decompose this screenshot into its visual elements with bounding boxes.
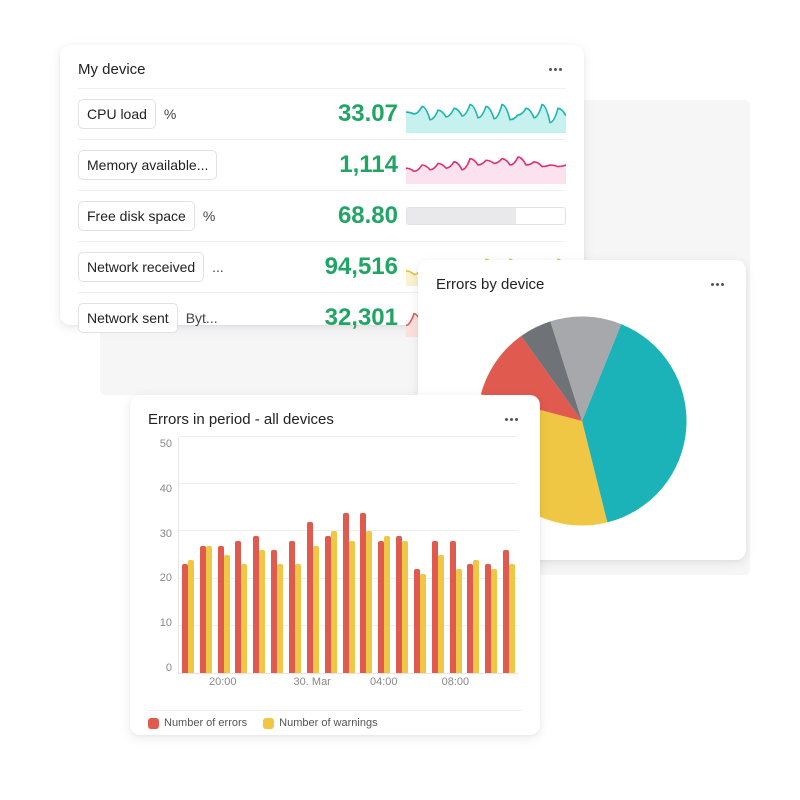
bar-warnings[interactable] (402, 541, 408, 673)
bar-warnings[interactable] (313, 546, 319, 673)
bar-errors[interactable] (414, 569, 420, 673)
bar-group (411, 569, 429, 673)
metric-unit: ... (212, 259, 224, 275)
x-tick-label: 20:00 (209, 676, 237, 688)
y-tick-label: 50 (148, 438, 172, 450)
y-tick-label: 0 (148, 662, 172, 674)
legend-label: Number of warnings (279, 717, 377, 729)
metric-label[interactable]: Network sent (78, 303, 178, 333)
bar-errors[interactable] (343, 513, 349, 673)
bar-warnings[interactable] (366, 531, 372, 673)
legend-item[interactable]: Number of warnings (263, 717, 377, 729)
bar-errors[interactable] (325, 536, 331, 673)
card-header: Errors in period - all devices (148, 411, 522, 428)
bar-group (357, 513, 375, 673)
card-title: My device (78, 61, 146, 78)
bar-errors[interactable] (432, 541, 438, 673)
metric-label[interactable]: Free disk space (78, 201, 195, 231)
card-header: Errors by device (436, 276, 728, 293)
bar-group (215, 546, 233, 673)
bar-warnings[interactable] (241, 564, 247, 673)
bar-warnings[interactable] (438, 555, 444, 673)
plot-area (178, 438, 518, 674)
bar-warnings[interactable] (491, 569, 497, 673)
bar-group (429, 541, 447, 673)
y-tick-label: 20 (148, 572, 172, 584)
legend-swatch (263, 718, 274, 729)
bar-group (250, 536, 268, 673)
bars-card: Errors in period - all devices 50 40 30 20 1… (130, 395, 540, 735)
bar-errors[interactable] (218, 546, 224, 673)
legend-item[interactable]: Number of errors (148, 717, 247, 729)
bar-group (340, 513, 358, 673)
bar-warnings[interactable] (420, 574, 426, 673)
legend-swatch (148, 718, 159, 729)
legend-label: Number of errors (164, 717, 247, 729)
metric-value: 32,301 (325, 304, 398, 332)
bar-group (322, 531, 340, 673)
bar-group (268, 550, 286, 673)
metric-row: Memory available... 1,114 (78, 139, 566, 190)
sparkline (406, 95, 566, 133)
metric-unit: % (164, 106, 176, 122)
bar-group (304, 522, 322, 673)
bar-warnings[interactable] (456, 569, 462, 673)
bar-group (393, 536, 411, 673)
y-tick-label: 40 (148, 483, 172, 495)
bar-warnings[interactable] (473, 560, 479, 673)
bar-warnings[interactable] (206, 546, 212, 673)
bar-errors[interactable] (200, 546, 206, 673)
bar-group (482, 564, 500, 673)
metric-label[interactable]: Memory available... (78, 150, 217, 180)
bar-group (500, 550, 518, 673)
metric-row: CPU load% 33.07 (78, 88, 566, 139)
bar-group (233, 541, 251, 673)
legend: Number of errors Number of warnings (148, 710, 522, 729)
bar-errors[interactable] (450, 541, 456, 673)
more-icon[interactable] (545, 64, 566, 75)
metric-value: 94,516 (325, 253, 398, 281)
bar-group (197, 546, 215, 673)
bar-group (286, 541, 304, 673)
more-icon[interactable] (707, 279, 728, 290)
metric-value: 33.07 (338, 100, 398, 128)
bar-errors[interactable] (307, 522, 313, 673)
x-tick-label: 30. Mar (294, 676, 331, 688)
sparkline (406, 197, 566, 235)
card-title: Errors in period - all devices (148, 411, 334, 428)
y-tick-label: 10 (148, 617, 172, 629)
metric-value: 68.80 (338, 202, 398, 230)
metric-value: 1,114 (339, 151, 398, 179)
bar-warnings[interactable] (224, 555, 230, 673)
y-tick-label: 30 (148, 528, 172, 540)
bar-group (465, 560, 483, 673)
bar-warnings[interactable] (277, 564, 283, 673)
card-title: Errors by device (436, 276, 544, 293)
metric-label[interactable]: Network received (78, 252, 204, 282)
bar-warnings[interactable] (384, 536, 390, 673)
bar-group (447, 541, 465, 673)
bar-warnings[interactable] (188, 560, 194, 673)
bar-warnings[interactable] (349, 541, 355, 673)
card-header: My device (78, 61, 566, 78)
x-tick-label: 08:00 (442, 676, 470, 688)
bar-warnings[interactable] (509, 564, 515, 673)
y-axis: 50 40 30 20 10 0 (148, 438, 176, 674)
metric-label[interactable]: CPU load (78, 99, 156, 129)
more-icon[interactable] (501, 414, 522, 425)
metric-unit: Byt... (186, 310, 218, 326)
sparkline (406, 146, 566, 184)
bar-warnings[interactable] (295, 564, 301, 673)
bar-warnings[interactable] (331, 531, 337, 673)
bar-group (179, 560, 197, 673)
bar-chart: 50 40 30 20 10 0 20:00 30. Mar 04:00 08:00 (148, 438, 522, 704)
metric-unit: % (203, 208, 215, 224)
metric-row: Free disk space% 68.80 (78, 190, 566, 241)
x-tick-label: 04:00 (370, 676, 398, 688)
bar-warnings[interactable] (259, 550, 265, 673)
x-axis: 20:00 30. Mar 04:00 08:00 (178, 676, 518, 692)
bar-group (375, 536, 393, 673)
